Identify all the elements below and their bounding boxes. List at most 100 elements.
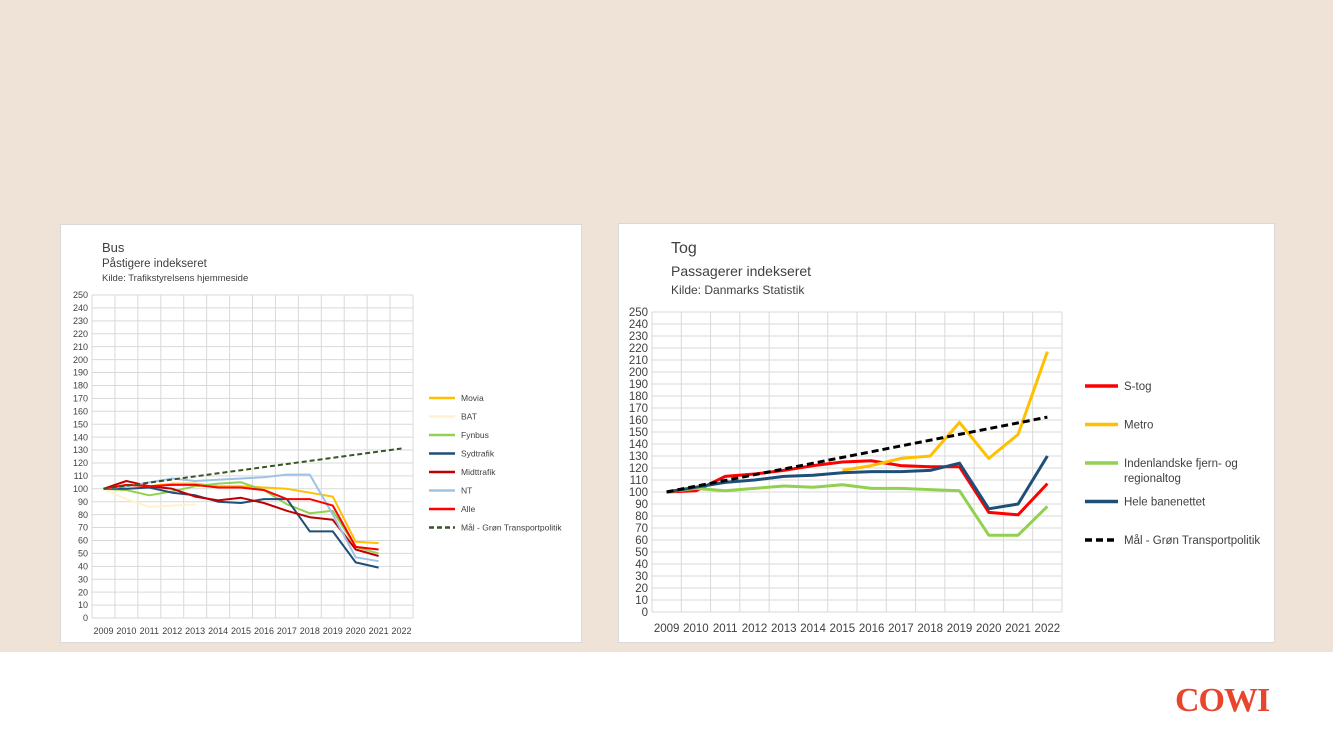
tog-y-tick-label: 130 xyxy=(629,451,648,463)
bus-y-tick-label: 110 xyxy=(74,471,88,481)
tog-y-tick-label: 230 xyxy=(629,331,648,343)
bus-legend-label: Alle xyxy=(461,504,475,514)
tog-y-tick-label: 190 xyxy=(629,379,648,391)
tog-x-tick-label: 2020 xyxy=(976,623,1002,635)
tog-x-tick-label: 2021 xyxy=(1005,623,1031,635)
tog-series-line-3 xyxy=(666,455,1049,511)
bus-series-line-2 xyxy=(103,481,379,555)
bus-legend-label: Sydtrafik xyxy=(461,448,495,458)
tog-y-tick-label: 40 xyxy=(635,559,648,571)
tog-legend-label: Hele banenettet xyxy=(1124,497,1206,509)
tog-x-tick-label: 2018 xyxy=(917,623,943,635)
tog-y-tick-label: 150 xyxy=(629,427,648,439)
tog-y-tick-label: 30 xyxy=(635,571,648,583)
tog-x-tick-label: 2010 xyxy=(683,623,709,635)
tog-y-tick-label: 200 xyxy=(629,367,648,379)
bus-y-tick-label: 170 xyxy=(73,394,88,404)
bus-y-tick-label: 180 xyxy=(73,381,88,391)
tog-chart-source: Kilde: Danmarks Statistik xyxy=(671,283,805,297)
bus-y-tick-label: 50 xyxy=(78,549,88,559)
bus-y-tick-label: 160 xyxy=(73,406,88,416)
tog-y-tick-label: 90 xyxy=(635,499,648,511)
bus-chart-title: Bus xyxy=(102,240,125,255)
bus-x-tick-label: 2017 xyxy=(277,626,297,636)
bus-series-line-3 xyxy=(103,486,379,569)
tog-y-tick-label: 140 xyxy=(629,439,648,451)
bus-y-tick-label: 250 xyxy=(73,290,88,300)
tog-y-tick-label: 80 xyxy=(635,511,648,523)
tog-series-line-1 xyxy=(842,351,1049,472)
bus-legend-label: Fynbus xyxy=(461,430,489,440)
tog-legend-label: Indenlandske fjern- og regionaltog xyxy=(1124,458,1238,485)
tog-y-tick-label: 60 xyxy=(635,535,648,547)
bus-y-tick-label: 90 xyxy=(78,497,88,507)
bus-legend-label: Midttrafik xyxy=(461,467,496,477)
tog-legend-label: S-tog xyxy=(1124,381,1152,393)
tog-series-line-2 xyxy=(666,483,1049,537)
tog-y-tick-label: 160 xyxy=(629,415,648,427)
bus-y-tick-label: 100 xyxy=(73,484,88,494)
tog-y-tick-label: 180 xyxy=(629,391,648,403)
bus-y-tick-label: 40 xyxy=(78,561,88,571)
tog-x-tick-label: 2014 xyxy=(800,623,826,635)
bus-x-tick-label: 2021 xyxy=(369,626,389,636)
tog-x-tick-label: 2012 xyxy=(742,623,768,635)
bus-legend-label: Movia xyxy=(461,393,484,403)
bus-y-tick-label: 120 xyxy=(73,458,88,468)
bus-x-tick-label: 2011 xyxy=(140,626,159,636)
bus-chart-source: Kilde: Trafikstyrelsens hjemmeside xyxy=(102,273,249,284)
bus-x-tick-label: 2009 xyxy=(93,626,113,636)
bus-x-tick-label: 2010 xyxy=(116,626,136,636)
bus-series-line-1 xyxy=(103,487,196,508)
bus-y-tick-label: 240 xyxy=(73,303,88,313)
bus-y-tick-label: 150 xyxy=(73,419,88,429)
tog-series-line-4 xyxy=(666,415,1048,494)
bus-y-tick-label: 10 xyxy=(78,600,88,610)
bus-x-tick-label: 2018 xyxy=(300,626,320,636)
tog-x-tick-label: 2009 xyxy=(654,623,680,635)
tog-chart-subtitle: Passagerer indekseret xyxy=(671,263,812,279)
tog-y-tick-label: 210 xyxy=(629,355,648,367)
tog-legend-label: Metro xyxy=(1124,420,1153,432)
tog-y-tick-label: 0 xyxy=(642,607,648,619)
bus-y-tick-label: 190 xyxy=(73,368,88,378)
bus-legend-label: NT xyxy=(461,485,472,495)
bus-grid xyxy=(91,294,414,619)
bus-y-tick-label: 80 xyxy=(78,510,88,520)
tog-y-tick-label: 20 xyxy=(635,583,648,595)
tog-y-tick-label: 100 xyxy=(629,487,648,499)
bus-x-tick-label: 2014 xyxy=(208,626,228,636)
tog-x-tick-label: 2017 xyxy=(888,623,914,635)
tog-legend-label: Mål - Grøn Transportpolitik xyxy=(1124,535,1260,547)
tog-y-tick-label: 120 xyxy=(629,463,648,475)
bus-legend-label: BAT xyxy=(461,411,477,421)
bus-y-tick-label: 220 xyxy=(73,329,88,339)
bus-chart-svg: 0 10 20 30 40 50 60 70 80 90 100 110 120 130 140 150 160… xyxy=(73,290,562,636)
cowi-logo: COWI xyxy=(1175,682,1270,719)
bus-y-tick-label: 130 xyxy=(73,445,88,455)
bus-x-tick-label: 2019 xyxy=(323,626,343,636)
bus-y-tick-label: 60 xyxy=(78,536,88,546)
tog-y-tick-label: 10 xyxy=(635,595,648,607)
bus-series-line-6 xyxy=(103,483,379,551)
tog-x-tick-label: 2016 xyxy=(859,623,885,635)
tog-x-tick-label: 2013 xyxy=(771,623,797,635)
tog-y-tick-label: 110 xyxy=(630,475,648,487)
tog-x-tick-label: 2019 xyxy=(947,623,973,635)
bus-legend-label: Mål - Grøn Transportpolitik xyxy=(461,522,562,532)
tog-y-tick-label: 170 xyxy=(629,403,648,415)
tog-chart-panel: Tog Passagerer indekseret Kilde: Danmark… xyxy=(618,223,1275,643)
tog-chart-title: Tog xyxy=(671,240,697,257)
bus-y-tick-label: 230 xyxy=(73,316,88,326)
tog-x-tick-label: 2011 xyxy=(713,623,738,635)
bus-series-line-7 xyxy=(103,447,402,490)
bus-x-tick-label: 2012 xyxy=(162,626,182,636)
tog-y-tick-label: 250 xyxy=(629,307,648,319)
bus-x-tick-label: 2022 xyxy=(392,626,412,636)
bus-y-tick-label: 210 xyxy=(73,342,88,352)
bus-x-tick-label: 2016 xyxy=(254,626,274,636)
tog-y-tick-label: 50 xyxy=(635,547,648,559)
bus-y-tick-label: 70 xyxy=(78,523,88,533)
bus-chart-subtitle: Påstigere indekseret xyxy=(102,258,207,270)
bus-y-tick-label: 30 xyxy=(78,574,88,584)
